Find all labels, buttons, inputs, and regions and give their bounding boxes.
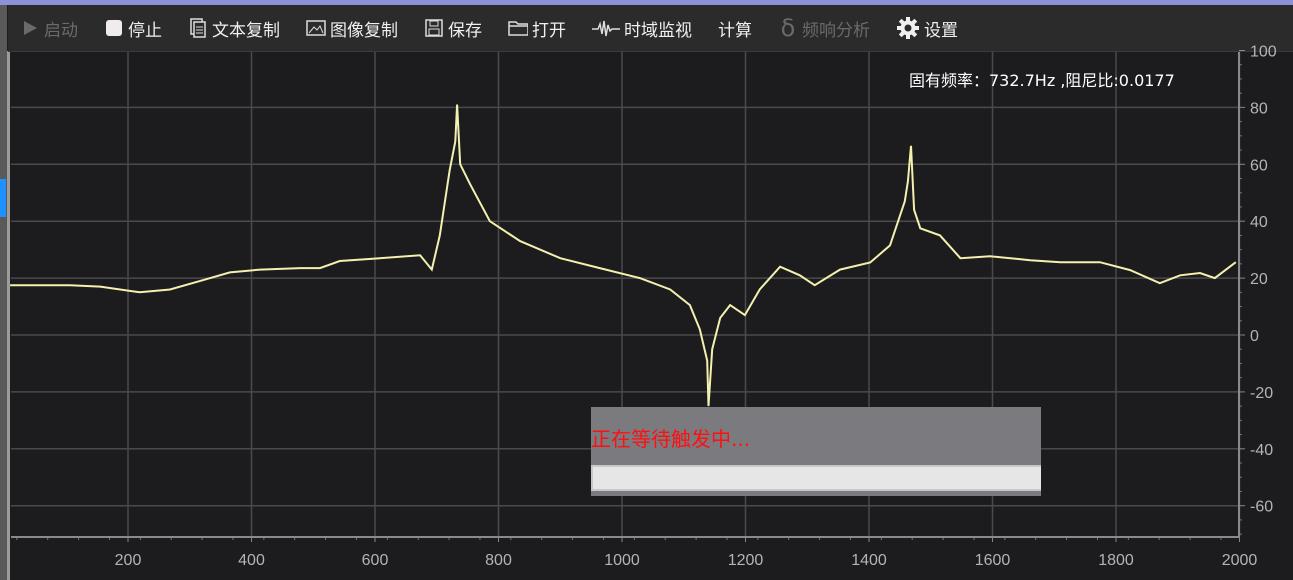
y-tick-label: 60 <box>1250 157 1268 174</box>
folder-icon <box>508 18 528 38</box>
left-splitter[interactable] <box>7 51 10 580</box>
natural-frequency-readout: 固有频率：732.7Hz ,阻尼比:0.0177 <box>909 71 1175 90</box>
trigger-wait-dialog: 正在等待触发中... <box>591 407 1041 496</box>
copy-image-button[interactable]: 图像复制 <box>306 16 398 41</box>
x-tick-label: 1000 <box>604 552 640 569</box>
copy-text-icon <box>188 18 208 38</box>
left-panel-indicator[interactable] <box>0 179 6 217</box>
calculate-label: 计算 <box>718 20 752 41</box>
y-tick-label: 80 <box>1250 100 1268 117</box>
save-button[interactable]: 保存 <box>424 16 482 41</box>
x-tick-label: 1200 <box>728 552 764 569</box>
x-tick-label: 1600 <box>975 552 1011 569</box>
start-button[interactable]: 启动 <box>20 16 78 41</box>
x-tick-label: 2000 <box>1222 552 1258 569</box>
y-tick-label: -20 <box>1250 385 1273 402</box>
waveform-icon <box>592 18 620 38</box>
time-domain-monitor-button[interactable]: 时域监视 <box>592 16 692 41</box>
calculate-button[interactable]: 计算 <box>718 16 752 41</box>
x-tick-label: 1400 <box>851 552 887 569</box>
delta-icon: δ <box>780 14 796 42</box>
x-tick-label: 200 <box>115 552 142 569</box>
progress-track <box>593 467 1041 489</box>
x-tick-label: 1800 <box>1098 552 1134 569</box>
y-tick-label: 20 <box>1250 271 1268 288</box>
open-button[interactable]: 打开 <box>508 16 566 41</box>
start-label: 启动 <box>44 20 78 41</box>
x-tick-label: 600 <box>362 552 389 569</box>
save-label: 保存 <box>448 20 482 41</box>
trigger-progress-bar <box>591 465 1041 491</box>
settings-label: 设置 <box>924 20 958 41</box>
play-icon <box>20 18 40 38</box>
gear-icon <box>896 16 920 40</box>
window-top-border <box>0 0 1293 5</box>
y-tick-label: 0 <box>1250 328 1259 345</box>
x-tick-label: 800 <box>485 552 512 569</box>
copy-image-label: 图像复制 <box>330 20 398 41</box>
stop-icon <box>104 18 124 38</box>
frequency-response-label: 频响分析 <box>802 20 870 41</box>
stop-label: 停止 <box>128 20 162 41</box>
trigger-wait-message: 正在等待触发中... <box>591 427 751 451</box>
copy-text-button[interactable]: 文本复制 <box>188 16 280 41</box>
frequency-response-button[interactable]: δ 频响分析 <box>778 14 870 42</box>
time-domain-monitor-label: 时域监视 <box>624 20 692 41</box>
image-icon <box>306 18 326 38</box>
stop-button[interactable]: 停止 <box>104 16 162 41</box>
left-panel-edge <box>0 5 7 580</box>
copy-text-label: 文本复制 <box>212 20 280 41</box>
toolbar: 启动 停止 文本复制 图像复制 保存 打开 时域监视 计算 δ 频响分析 设置 <box>8 5 1293 52</box>
settings-button[interactable]: 设置 <box>896 16 958 41</box>
y-tick-label: 40 <box>1250 214 1268 231</box>
save-icon <box>424 18 444 38</box>
y-tick-label: -40 <box>1250 442 1273 459</box>
y-tick-label: 100 <box>1250 44 1277 61</box>
open-label: 打开 <box>532 20 566 41</box>
x-tick-label: 400 <box>238 552 265 569</box>
axes: 200 400 600 800 1000 1200 1400 1600 1800 20001008… <box>11 44 1277 569</box>
series-line <box>10 104 1237 407</box>
y-tick-label: -60 <box>1250 499 1273 516</box>
